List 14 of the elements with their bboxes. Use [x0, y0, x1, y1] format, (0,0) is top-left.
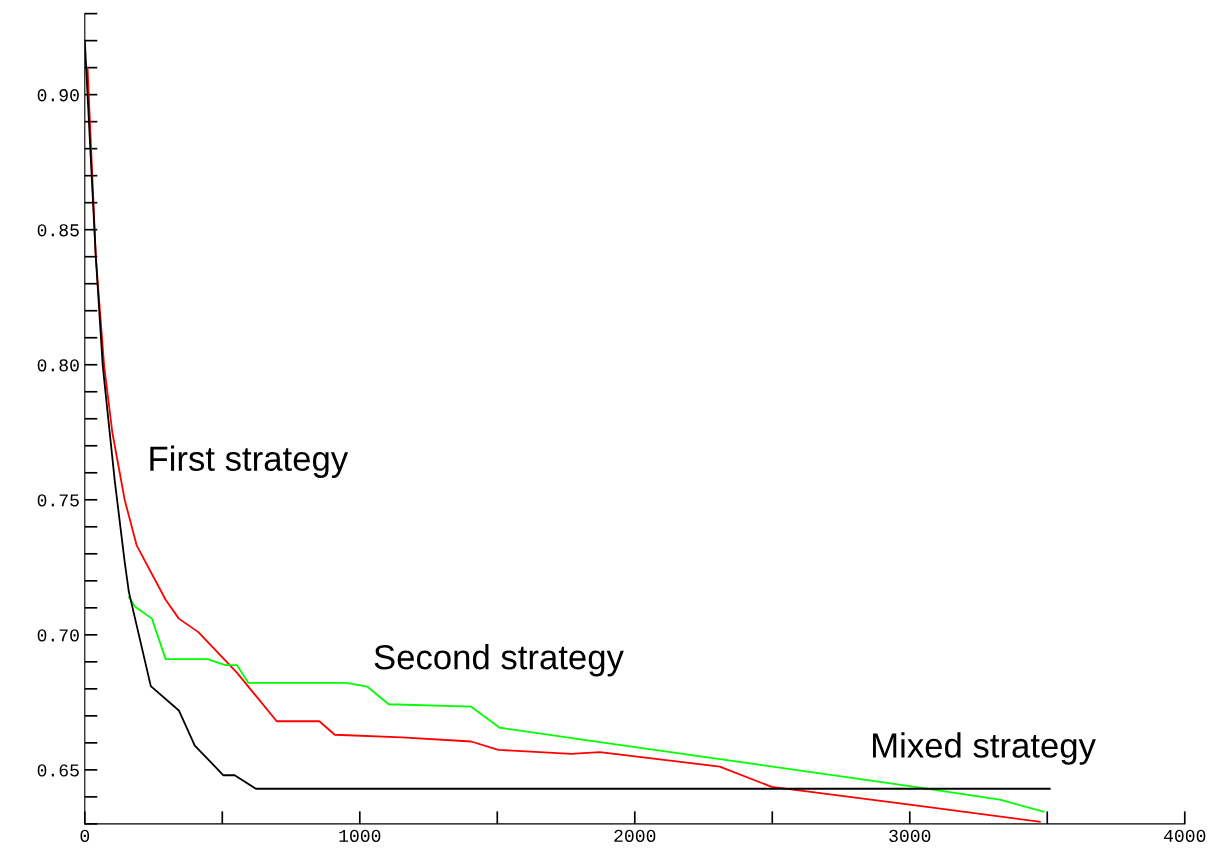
series-label: Mixed strategy: [873, 732, 1096, 765]
series-label: First strategy: [150, 445, 349, 478]
y-tick-label: 0.85: [37, 224, 79, 237]
x-tick-label: 2000: [614, 829, 656, 843]
x-tick-label: 4000: [1163, 829, 1206, 843]
y-tick-label: 0.80: [37, 359, 79, 372]
y-tick-label: 0.90: [37, 89, 79, 102]
y-tick-label: 0.75: [37, 494, 79, 507]
series-label: Second strategy: [374, 644, 624, 677]
y-tick-label: 0.70: [37, 629, 79, 642]
y-tick-label: 0.65: [37, 764, 79, 777]
x-tick-label: 1000: [339, 829, 381, 843]
x-tick-label: 0: [80, 829, 90, 843]
x-tick-label: 3000: [889, 829, 931, 843]
